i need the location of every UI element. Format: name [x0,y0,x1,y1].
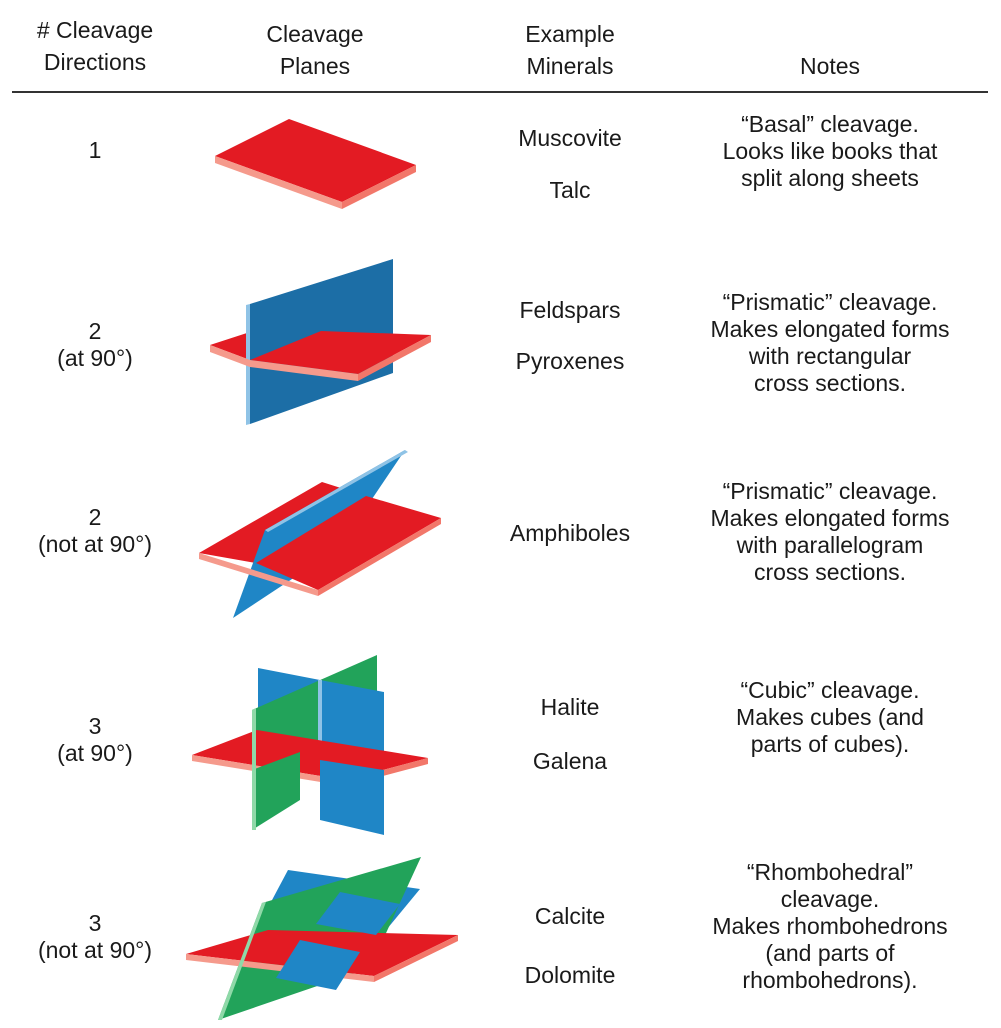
row-1-notes: “Basal” cleavage. Looks like books that … [722,111,938,191]
row-5-directions: 3 (not at 90°) [37,910,153,963]
row-2-directions: 2 (at 90°) [57,318,133,371]
prismatic-90-cleavage-icon [210,259,431,425]
prismatic-oblique-cleavage-icon [199,450,441,618]
rhombohedral-cleavage-icon [186,857,458,1020]
header-planes: Cleavage Planes [266,21,364,79]
row-3-notes: “Prismatic” cleavage. Makes elongated fo… [710,478,950,585]
header-divider [12,91,988,93]
row-5-notes: “Rhombohedral” cleavage. Makes rhombohed… [712,859,948,993]
basal-cleavage-icon [215,119,416,209]
cubic-cleavage-icon [192,655,428,835]
row-4-notes: “Cubic” cleavage. Makes cubes (and parts… [736,677,924,757]
header-directions: # Cleavage Directions [36,17,154,75]
header-minerals: Example Minerals [525,21,615,79]
row-2-notes: “Prismatic” cleavage. Makes elongated fo… [710,289,950,396]
header-notes: Notes [799,53,861,79]
row-4-directions: 3 (at 90°) [57,713,133,766]
row-1-directions: 1 [88,137,102,163]
row-3-directions: 2 (not at 90°) [37,504,153,557]
